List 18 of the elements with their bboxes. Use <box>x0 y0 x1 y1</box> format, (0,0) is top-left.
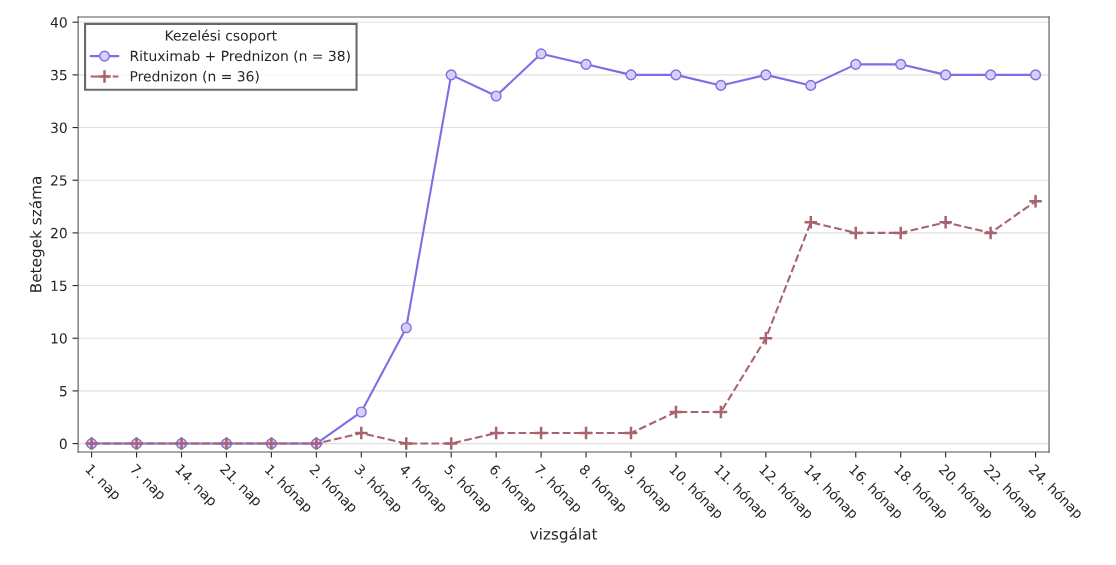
y-tick-label: 0 <box>59 438 67 450</box>
y-axis-title: Betegek száma <box>29 177 45 292</box>
y-tick-label: 40 <box>50 17 67 28</box>
y-tick-label: 15 <box>51 280 67 292</box>
y-tick-label: 20 <box>51 227 67 239</box>
y-tick-label: 5 <box>59 386 67 397</box>
x-axis-title: vizsgálat <box>530 527 598 543</box>
legend-title: Kezelési csoport <box>165 29 277 44</box>
x-tick-label: 7. nap <box>127 463 167 503</box>
x-tick-label: 21. nap <box>217 463 263 509</box>
y-tick-label: 10 <box>51 333 67 344</box>
legend-label: Prednizon (n = 36) <box>130 70 259 84</box>
legend-label: Rituximab + Prednizon (n = 38) <box>130 50 350 63</box>
x-tick-label: 14. nap <box>173 463 218 509</box>
y-tick-label: 25 <box>51 175 67 186</box>
y-tick-label: 30 <box>51 122 67 134</box>
x-tick-label: 1. nap <box>83 463 122 503</box>
y-tick-label: 35 <box>51 69 67 81</box>
